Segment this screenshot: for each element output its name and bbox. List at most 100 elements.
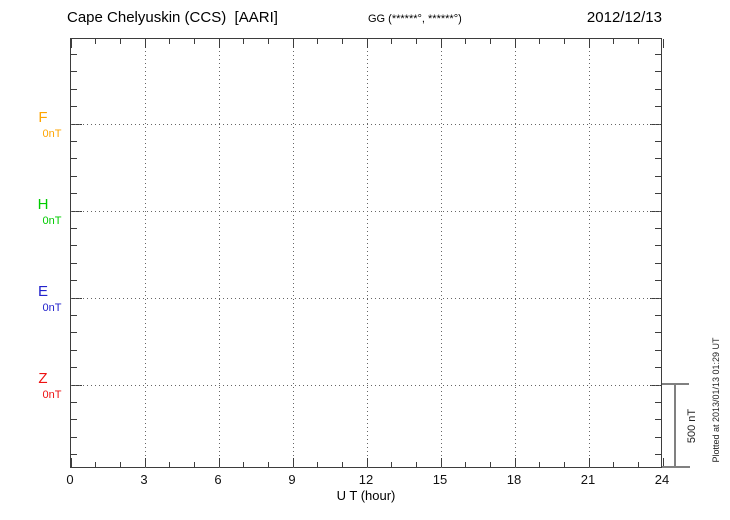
plot-date: 2012/12/13 bbox=[586, 9, 662, 26]
series-baseline-value-F: 0nT bbox=[42, 128, 62, 140]
y-tick-right bbox=[655, 314, 661, 316]
x-tick-bottom bbox=[489, 462, 491, 467]
scale-bar-top-cap bbox=[662, 383, 689, 385]
series-baseline-value-E: 0nT bbox=[42, 302, 62, 314]
x-tick-top bbox=[95, 39, 97, 44]
series-baseline-value-Z: 0nT bbox=[42, 389, 62, 401]
baseline-E bbox=[71, 297, 663, 299]
y-tick-left bbox=[71, 71, 77, 73]
station-title: Cape Chelyuskin (CCS) [AARI] bbox=[67, 9, 278, 26]
x-tick-bottom bbox=[391, 462, 393, 467]
series-label-H: H bbox=[37, 196, 49, 213]
x-tick-bottom bbox=[563, 462, 565, 467]
x-gridline-9 bbox=[292, 39, 294, 469]
x-tick-label-15: 15 bbox=[432, 472, 448, 487]
x-tick-bottom bbox=[588, 458, 590, 467]
x-tick-bottom bbox=[267, 462, 269, 467]
y-tick-left bbox=[71, 314, 77, 316]
x-tick-bottom bbox=[243, 462, 245, 467]
x-tick-label-21: 21 bbox=[580, 472, 596, 487]
x-tick-bottom bbox=[440, 458, 442, 467]
x-gridline-15 bbox=[440, 39, 442, 469]
baseline-H bbox=[71, 210, 663, 212]
y-tick-right bbox=[655, 175, 661, 177]
y-tick-left bbox=[71, 106, 77, 108]
x-tick-bottom bbox=[465, 462, 467, 467]
y-tick-right bbox=[655, 245, 661, 247]
y-tick-right bbox=[655, 419, 661, 421]
y-tick-left bbox=[71, 227, 77, 229]
series-label-F: F bbox=[38, 109, 48, 126]
x-tick-bottom bbox=[539, 462, 541, 467]
x-tick-label-24: 24 bbox=[654, 472, 670, 487]
y-tick-left bbox=[71, 193, 77, 195]
x-tick-bottom bbox=[95, 462, 97, 467]
x-tick-bottom bbox=[144, 458, 146, 467]
x-tick-top bbox=[588, 39, 590, 48]
y-tick-right bbox=[655, 349, 661, 351]
x-tick-label-0: 0 bbox=[66, 472, 74, 487]
x-tick-bottom bbox=[514, 458, 516, 467]
y-tick-left bbox=[71, 158, 77, 160]
y-tick-left bbox=[71, 245, 77, 247]
x-tick-top bbox=[366, 39, 368, 48]
y-tick-right bbox=[655, 193, 661, 195]
y-tick-right bbox=[655, 367, 661, 369]
x-tick-bottom bbox=[193, 462, 195, 467]
x-tick-top bbox=[637, 39, 639, 44]
x-tick-bottom bbox=[662, 458, 664, 467]
x-tick-top bbox=[218, 39, 220, 48]
y-tick-right bbox=[655, 88, 661, 90]
y-tick-right bbox=[655, 262, 661, 264]
series-baseline-value-H: 0nT bbox=[42, 215, 62, 227]
x-tick-top bbox=[341, 39, 343, 44]
x-tick-top bbox=[613, 39, 615, 44]
y-tick-left bbox=[71, 175, 77, 177]
x-tick-top bbox=[243, 39, 245, 44]
baseline-F bbox=[71, 123, 663, 125]
y-tick-left bbox=[71, 332, 77, 334]
scale-bar-line bbox=[674, 384, 676, 468]
geographic-coordinates: GG (******°, ******°) bbox=[368, 13, 462, 25]
scale-bar-label: 500 nT bbox=[686, 408, 698, 444]
x-tick-top bbox=[119, 39, 121, 44]
y-tick-left bbox=[71, 436, 77, 438]
baseline-Z bbox=[71, 384, 663, 386]
y-tick-right bbox=[655, 53, 661, 55]
x-tick-label-9: 9 bbox=[288, 472, 296, 487]
x-tick-top bbox=[415, 39, 417, 44]
x-gridline-3 bbox=[144, 39, 146, 469]
x-tick-top bbox=[169, 39, 171, 44]
y-tick-left bbox=[71, 401, 77, 403]
x-tick-top bbox=[292, 39, 294, 48]
x-tick-label-18: 18 bbox=[506, 472, 522, 487]
x-tick-top bbox=[267, 39, 269, 44]
y-tick-left bbox=[71, 53, 77, 55]
x-tick-label-12: 12 bbox=[358, 472, 374, 487]
y-tick-right bbox=[655, 332, 661, 334]
x-gridline-6 bbox=[218, 39, 220, 469]
x-tick-top bbox=[193, 39, 195, 44]
y-tick-right bbox=[655, 106, 661, 108]
x-tick-bottom bbox=[292, 458, 294, 467]
x-tick-bottom bbox=[169, 462, 171, 467]
y-tick-right bbox=[655, 71, 661, 73]
y-tick-right bbox=[655, 227, 661, 229]
y-tick-left bbox=[71, 262, 77, 264]
y-tick-left bbox=[71, 280, 77, 282]
x-tick-bottom bbox=[341, 462, 343, 467]
x-tick-top bbox=[489, 39, 491, 44]
y-tick-left bbox=[71, 88, 77, 90]
plot-area bbox=[70, 38, 664, 469]
x-tick-top bbox=[662, 39, 664, 48]
x-tick-bottom bbox=[218, 458, 220, 467]
x-gridline-12 bbox=[366, 39, 368, 469]
x-axis-label: U T (hour) bbox=[336, 488, 396, 503]
series-label-Z: Z bbox=[38, 370, 48, 387]
y-tick-right bbox=[655, 140, 661, 142]
x-tick-top bbox=[539, 39, 541, 44]
x-tick-top bbox=[391, 39, 393, 44]
x-gridline-18 bbox=[514, 39, 516, 469]
x-tick-bottom bbox=[119, 462, 121, 467]
